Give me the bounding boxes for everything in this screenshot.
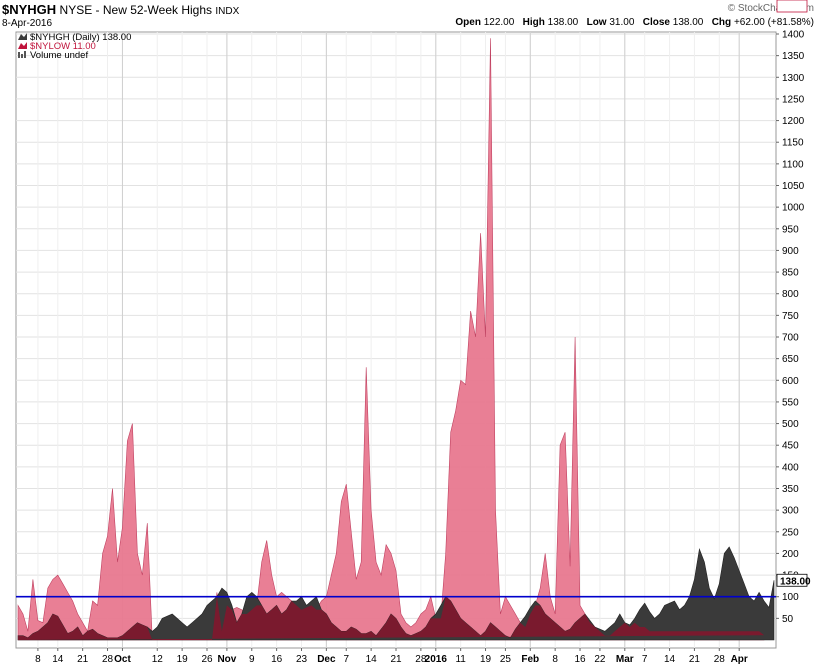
- y-tick-label: 700: [782, 333, 799, 344]
- index-tag: INDX: [215, 6, 240, 17]
- x-tick-label: Oct: [114, 654, 131, 665]
- y-tick-label: 1250: [782, 94, 805, 105]
- last-value-lows: 11.00: [780, 0, 805, 3]
- x-tick-label: 14: [366, 654, 378, 665]
- chg-label: Chg: [711, 17, 732, 28]
- x-tick-label: 21: [390, 654, 402, 665]
- x-tick-label: 22: [594, 654, 606, 665]
- y-tick-label: 300: [782, 506, 799, 517]
- y-tick-label: 1350: [782, 51, 805, 62]
- ohlc-readout: Open 122.00 High 138.00 Low 31.00 Close …: [455, 17, 814, 28]
- legend-bar-icon: [18, 52, 20, 58]
- x-tick-label: 8: [552, 654, 558, 665]
- last-value-tag-lows: [776, 0, 808, 13]
- x-tick-label: Mar: [616, 654, 634, 665]
- close-value: 138.00: [672, 17, 704, 28]
- overlap-area: [18, 596, 765, 640]
- x-tick-label: 25: [500, 654, 512, 665]
- y-tick-label: 1150: [782, 138, 804, 149]
- x-tick-label: 12: [152, 654, 164, 665]
- y-tick-label: 1100: [782, 159, 804, 170]
- y-tick-label: 100: [782, 592, 799, 603]
- open-value: 122.00: [483, 17, 515, 28]
- x-tick-label: 9: [249, 654, 255, 665]
- y-tick-label: 200: [782, 549, 799, 560]
- chg-value: +62.00 (+81.58%): [733, 17, 814, 28]
- x-tick-label: 11: [455, 654, 466, 665]
- chart-header: $NYHGH NYSE - New 52-Week Highs INDX 8-A…: [0, 0, 820, 32]
- legend-area-icon: [18, 42, 27, 49]
- x-tick-label: 21: [689, 654, 701, 665]
- y-tick-label: 800: [782, 289, 799, 300]
- x-tick-label: Dec: [317, 654, 336, 665]
- y-tick-label: 450: [782, 441, 799, 452]
- legend-label: $NYHGH (Daily) 138.00: [30, 32, 131, 43]
- x-tick-label: 2016: [425, 654, 448, 665]
- y-tick-label: 850: [782, 268, 799, 279]
- chart-date: 8-Apr-2016: [2, 18, 53, 29]
- y-tick-label: 950: [782, 224, 799, 235]
- last-value-highs: 138.00: [780, 576, 811, 587]
- y-tick-label: 400: [782, 462, 799, 473]
- legend-label: $NYLOW 11.00: [30, 41, 96, 52]
- x-tick-label: 16: [271, 654, 283, 665]
- x-tick-label: 28: [415, 654, 427, 665]
- y-tick-label: 250: [782, 527, 799, 538]
- y-tick-label: 1400: [782, 30, 805, 41]
- y-tick-label: 1200: [782, 116, 805, 127]
- x-tick-label: 23: [296, 654, 308, 665]
- x-tick-label: 16: [574, 654, 586, 665]
- y-tick-label: 650: [782, 354, 799, 365]
- high-value: 138.00: [547, 17, 579, 28]
- x-tick-label: 26: [201, 654, 213, 665]
- legend-label: Volume undef: [30, 50, 88, 61]
- high-label: High: [522, 17, 545, 28]
- x-tick-label: Feb: [521, 654, 539, 665]
- y-tick-label: 1050: [782, 181, 805, 192]
- y-tick-label: 600: [782, 376, 799, 387]
- legend-area-icon: [18, 33, 27, 40]
- x-tick-label: 19: [480, 654, 492, 665]
- y-tick-label: 1300: [782, 73, 805, 84]
- x-tick-label: 14: [664, 654, 676, 665]
- y-tick-label: 750: [782, 311, 799, 322]
- chart-title: $NYHGH NYSE - New 52-Week Highs INDX: [2, 2, 239, 17]
- x-tick-label: Nov: [217, 654, 236, 665]
- x-tick-label: 19: [177, 654, 189, 665]
- low-label: Low: [586, 17, 607, 28]
- symbol: $NYHGH: [2, 2, 57, 17]
- y-tick-label: 550: [782, 397, 799, 408]
- y-tick-label: 50: [782, 614, 794, 625]
- y-tick-label: 500: [782, 419, 799, 430]
- legend-bar-icon: [21, 54, 23, 58]
- y-tick-label: 900: [782, 246, 799, 257]
- x-tick-label: 28: [102, 654, 114, 665]
- x-tick-label: 7: [343, 654, 349, 665]
- y-tick-label: 350: [782, 484, 799, 495]
- legend-bar-icon: [24, 51, 26, 58]
- x-tick-label: 7: [642, 654, 648, 665]
- open-label: Open: [455, 17, 481, 28]
- x-tick-label: 21: [77, 654, 89, 665]
- x-tick-label: Apr: [731, 654, 748, 665]
- x-tick-label: 28: [714, 654, 726, 665]
- exchange-name: NYSE - New 52-Week Highs: [59, 3, 213, 17]
- x-tick-label: 8: [35, 654, 41, 665]
- close-label: Close: [642, 17, 670, 28]
- low-value: 31.00: [609, 17, 635, 28]
- brand-watermark[interactable]: © StockCharts.com: [727, 3, 814, 14]
- y-tick-label: 1000: [782, 203, 805, 214]
- x-tick-label: 14: [52, 654, 64, 665]
- last-value-tag-highs: [776, 573, 808, 587]
